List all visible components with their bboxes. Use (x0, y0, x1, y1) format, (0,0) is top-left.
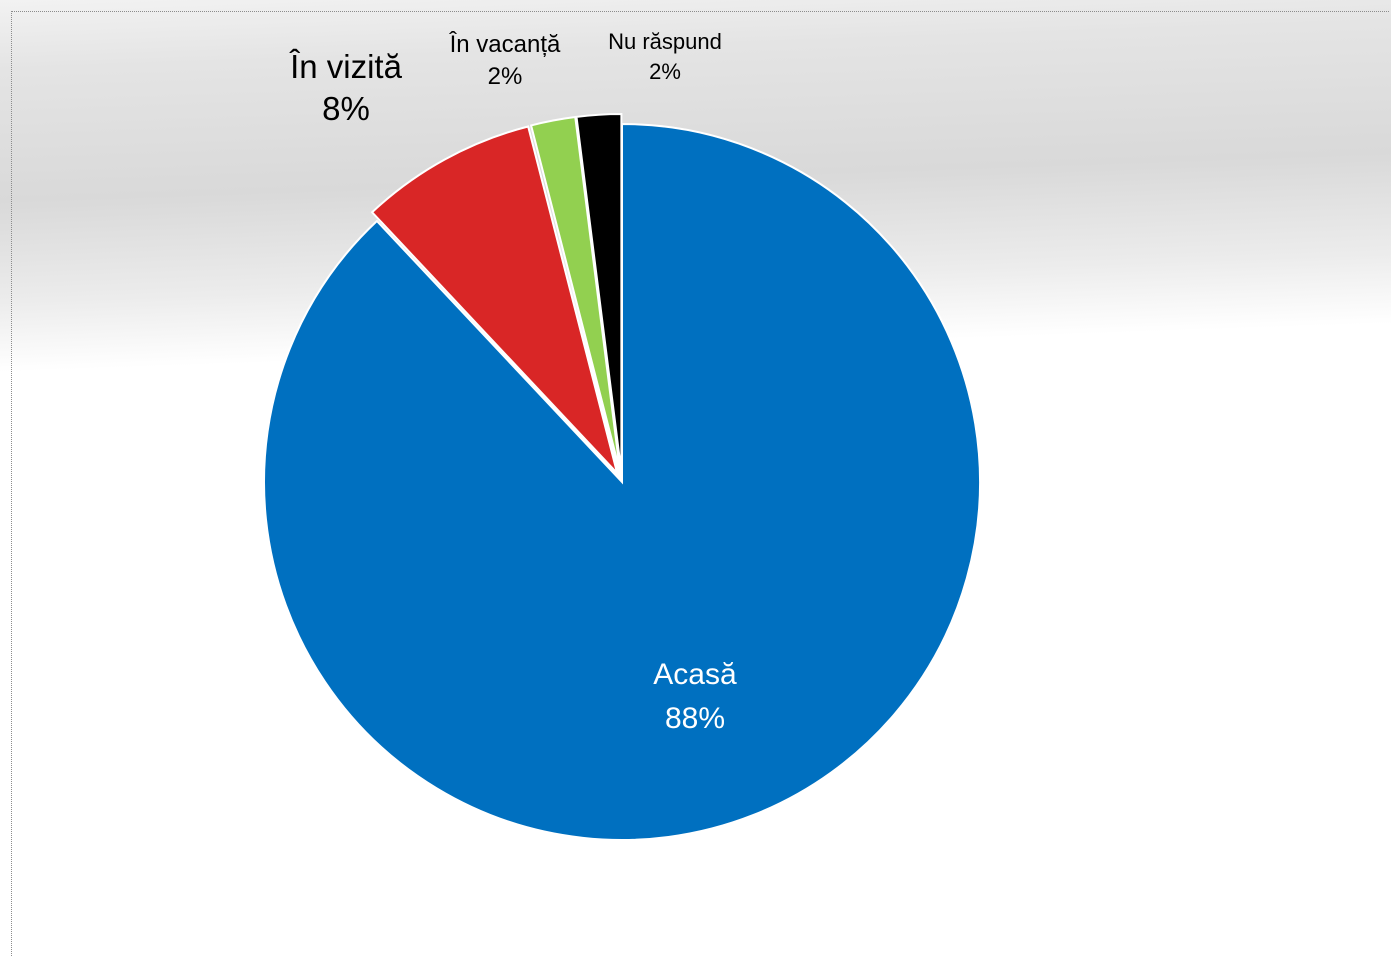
pie-slice-1 (370, 125, 619, 474)
slice-label-name-in-vizita: În vizită (289, 48, 403, 85)
pie-slices (263, 113, 981, 841)
pie-labels: Acasă 88% În vizită 8% În vacanță 2% Nu … (289, 29, 737, 735)
slice-label-name-in-vacanta: În vacanță (449, 31, 561, 58)
slice-label-value-in-vacanta: 2% (488, 63, 523, 90)
slice-label-name-nu-raspund: Nu răspund (608, 29, 722, 54)
slice-label-value-nu-raspund: 2% (649, 59, 681, 84)
pie-slice-0 (263, 122, 981, 841)
pie-slice-3 (575, 113, 623, 473)
slice-label-name-acasa: Acasă (653, 658, 737, 691)
slice-label-value-in-vizita: 8% (322, 90, 370, 127)
chart-area (11, 11, 1389, 956)
slice-label-value-acasa: 88% (665, 702, 725, 735)
pie-slice-2 (529, 115, 622, 473)
